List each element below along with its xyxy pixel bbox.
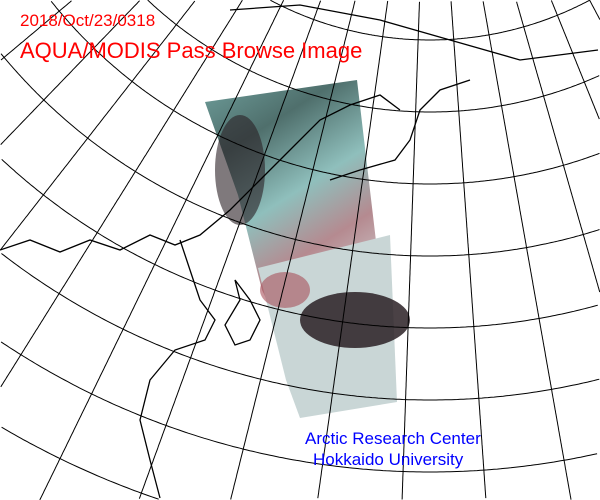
coastline bbox=[0, 94, 401, 253]
meridian-line bbox=[401, 1, 420, 500]
date-stamp: 2018/Oct/23/0318 bbox=[20, 11, 156, 30]
meridian-line bbox=[0, 0, 140, 145]
cloud-dark bbox=[215, 115, 265, 225]
coastline bbox=[229, 4, 599, 61]
meridian-line bbox=[0, 0, 196, 251]
parallel-line bbox=[0, 53, 600, 257]
coastline bbox=[139, 239, 216, 499]
meridian-line bbox=[482, 1, 572, 500]
parallel-line bbox=[50, 0, 600, 185]
parallel-line bbox=[1, 158, 598, 329]
meridian-line bbox=[450, 1, 487, 499]
parallel-line bbox=[270, 0, 590, 41]
credit-line-2: Hokkaido University bbox=[313, 450, 464, 469]
credit-line-1: Arctic Research Center bbox=[305, 429, 481, 448]
meridian-line bbox=[0, 0, 243, 388]
parallel-line bbox=[0, 341, 598, 473]
meridian-line bbox=[39, 0, 285, 500]
image-title: AQUA/MODIS Pass Browse Image bbox=[20, 38, 363, 63]
satellite-swath bbox=[205, 80, 410, 418]
meridian-line bbox=[516, 1, 600, 293]
meridian-line bbox=[317, 0, 389, 499]
meridian-line bbox=[589, 0, 600, 20]
coastlines bbox=[0, 4, 599, 499]
meridian-line bbox=[230, 0, 356, 500]
cloud-dark bbox=[300, 292, 410, 348]
coastline bbox=[224, 279, 261, 346]
meridian-line bbox=[0, 0, 72, 61]
coastline bbox=[329, 79, 471, 181]
parallel-line bbox=[1, 253, 600, 401]
parallel-line bbox=[1, 426, 159, 500]
meridian-line bbox=[550, 0, 600, 120]
meridian-line bbox=[138, 0, 322, 499]
cloud-red bbox=[260, 272, 310, 308]
